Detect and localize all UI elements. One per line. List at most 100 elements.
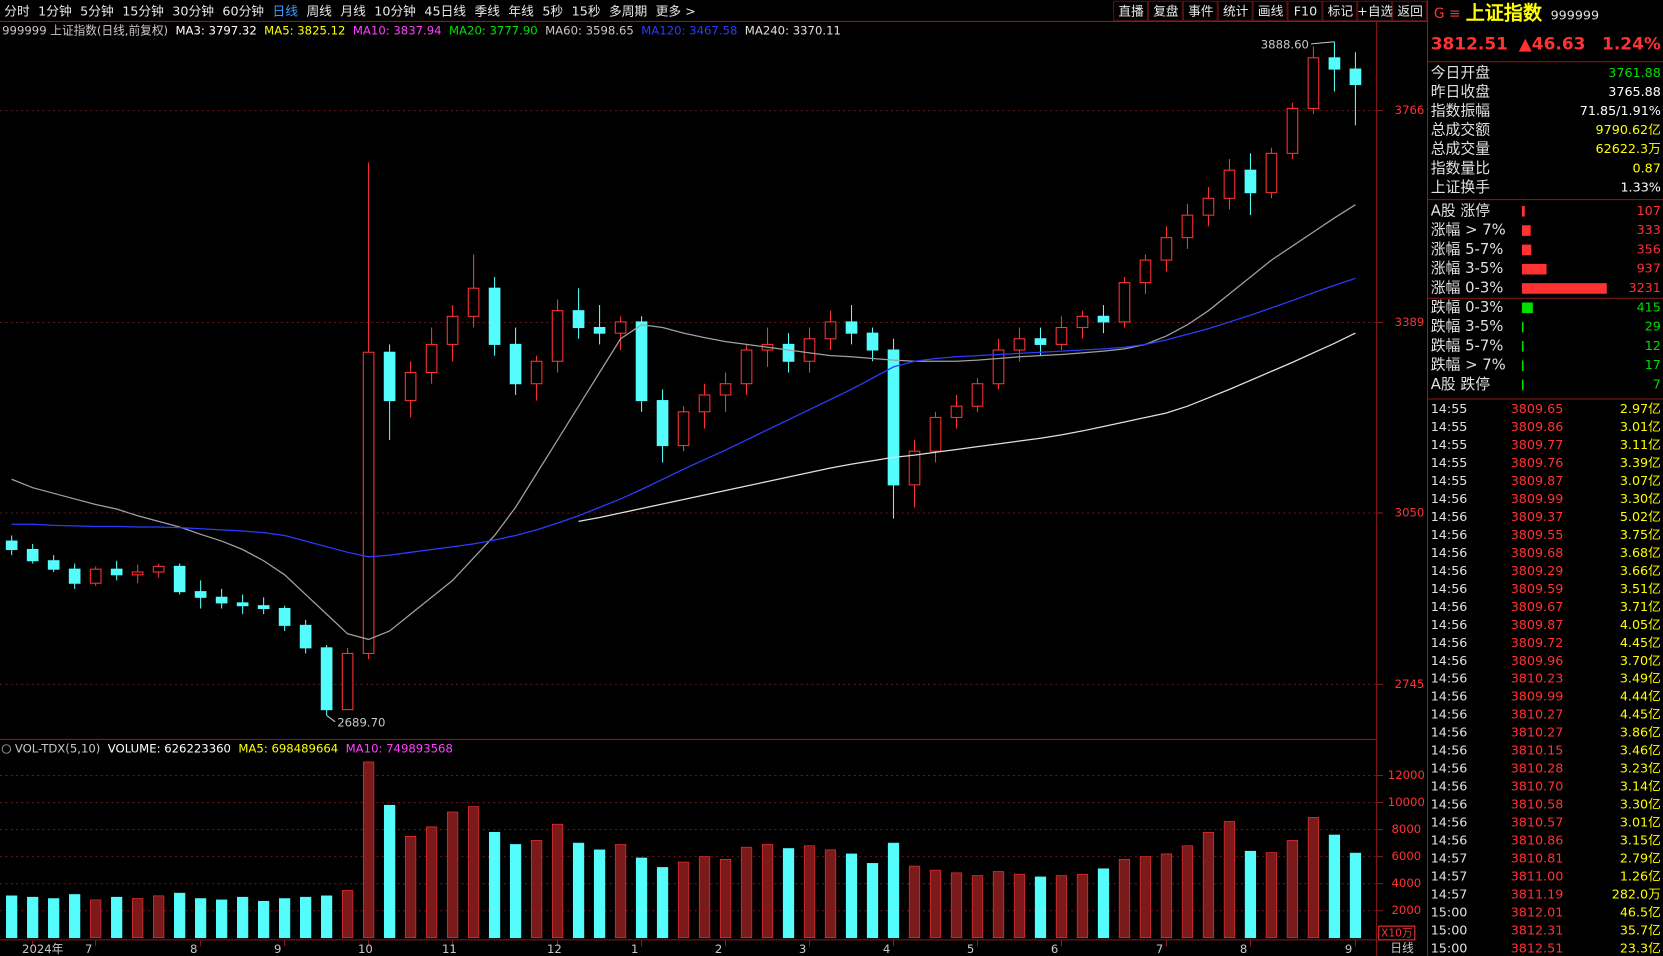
volume-bar	[551, 823, 564, 939]
toolbar-button-frame[interactable]	[1182, 0, 1218, 21]
tick-time: 14:55	[1431, 419, 1468, 434]
toolbar-button-frame[interactable]	[1357, 0, 1393, 21]
toolbar-tab[interactable]: 季线	[475, 3, 501, 18]
tick-time: 14:55	[1431, 437, 1468, 452]
y-tick-label: 2745	[1395, 677, 1425, 691]
toolbar-button-frame[interactable]	[1392, 0, 1428, 21]
volume-bar	[216, 899, 228, 939]
legend-item: VOL-TDX(5,10)	[15, 741, 101, 755]
ma-line	[11, 204, 1356, 641]
distribution-bar	[1521, 205, 1525, 217]
tick-amount: 4.44亿	[1620, 689, 1661, 704]
volume-bar	[950, 872, 963, 939]
indicator-icon[interactable]	[1, 744, 12, 754]
tick-time: 15:00	[1431, 940, 1468, 955]
tick-time: 14:56	[1431, 797, 1468, 812]
toolbar-tab[interactable]: 5分钟	[80, 3, 114, 18]
toolbar-button-frame[interactable]	[1147, 0, 1183, 21]
quote-percent: 1.24%	[1602, 34, 1661, 54]
distribution-bar	[1521, 225, 1531, 236]
tick-price: 3810.28	[1511, 761, 1564, 776]
toolbar-button[interactable]: F10	[1294, 3, 1318, 18]
volume-bar	[299, 896, 312, 939]
toolbar-button[interactable]: 直播	[1118, 3, 1144, 18]
volume-bar	[698, 856, 711, 939]
candle-body	[1244, 169, 1257, 194]
toolbar-button[interactable]: 画线	[1258, 3, 1284, 18]
toolbar-button[interactable]: +自选	[1357, 3, 1393, 18]
toolbar-tab[interactable]: 分时	[4, 3, 30, 18]
toolbar-tab[interactable]: 5秒	[542, 3, 563, 18]
volume-bar	[446, 811, 459, 939]
toolbar-tab[interactable]: 10分钟	[374, 3, 416, 18]
volume-bar	[320, 895, 333, 939]
volume-bar	[719, 859, 732, 939]
volume-bar	[425, 826, 438, 939]
candle-body	[530, 360, 543, 385]
toolbar-tab[interactable]: 多周期	[609, 3, 647, 18]
candle-body	[614, 321, 627, 334]
tick-price: 3809.37	[1511, 509, 1564, 524]
candle-body	[992, 349, 1005, 385]
toolbar-tab[interactable]: 15秒	[572, 3, 601, 18]
legend-item: MA10: 749893568	[346, 741, 453, 755]
volume-bar	[782, 848, 795, 939]
candle-body	[803, 338, 816, 362]
toolbar-button[interactable]: 事件	[1188, 3, 1214, 18]
candle-body	[866, 332, 879, 351]
toolbar-button-frame[interactable]	[1217, 0, 1253, 21]
stat-value: 3765.88	[1608, 84, 1661, 99]
toolbar-tab[interactable]: 15分钟	[122, 3, 164, 18]
volume-bar	[278, 898, 291, 939]
toolbar-button[interactable]: 复盘	[1153, 3, 1179, 18]
distribution-count: 7	[1653, 376, 1661, 391]
tick-price: 3809.96	[1511, 653, 1564, 668]
toolbar-button-frame[interactable]	[1287, 0, 1323, 21]
toolbar-button-frame[interactable]	[1252, 0, 1288, 21]
toolbar-tab[interactable]: 更多 >	[656, 3, 696, 18]
tick-amount: 3.11亿	[1620, 437, 1661, 452]
tick-time: 14:56	[1431, 689, 1468, 704]
tick-amount: 3.14亿	[1620, 779, 1661, 794]
volume-bar	[656, 867, 669, 939]
candle-body	[1160, 237, 1173, 261]
stat-value: 71.85/1.91%	[1580, 103, 1661, 118]
candle-body	[635, 321, 648, 402]
distribution-label: 跌幅 > 7%	[1431, 357, 1506, 374]
candle-body	[1034, 338, 1047, 345]
toolbar-tab[interactable]: 日线	[273, 3, 299, 18]
y-tick-label: 10000	[1388, 795, 1425, 809]
toolbar-tab[interactable]: 周线	[306, 3, 332, 18]
candle-body	[152, 565, 165, 573]
toolbar-tab[interactable]: 45日线	[424, 3, 466, 18]
candle-body	[698, 394, 711, 413]
tick-price: 3810.27	[1511, 725, 1564, 740]
volume-bar	[845, 853, 858, 939]
period-label: 日线	[1390, 941, 1414, 955]
toolbar-button-frame[interactable]	[1322, 0, 1358, 21]
x-tick-label: 12	[547, 942, 562, 956]
toolbar-tab[interactable]: 月线	[340, 3, 366, 18]
candle-body	[824, 321, 837, 340]
x-tick-label: 10	[358, 942, 373, 956]
volume-bar	[1097, 868, 1110, 939]
toolbar-button[interactable]: 标记	[1328, 3, 1354, 18]
y-tick-label: 12000	[1388, 768, 1425, 782]
distribution-count: 29	[1645, 319, 1661, 334]
tick-time: 14:56	[1431, 599, 1468, 614]
menu-icon[interactable]: G ≡	[1434, 6, 1461, 22]
candle-body	[299, 624, 312, 649]
candle-body	[173, 565, 186, 593]
toolbar-tab[interactable]: 年线	[508, 3, 534, 18]
tick-time: 14:56	[1431, 527, 1468, 542]
toolbar-tab[interactable]: 60分钟	[222, 3, 264, 18]
toolbar-button[interactable]: 返回	[1397, 3, 1422, 18]
candle-body	[1013, 338, 1026, 351]
toolbar-button[interactable]: 统计	[1223, 3, 1249, 18]
volume-bar	[258, 900, 270, 939]
max-label: 3888.60	[1261, 37, 1309, 51]
toolbar-tab[interactable]: 1分钟	[38, 3, 72, 18]
toolbar-tab[interactable]: 30分钟	[172, 3, 214, 18]
stat-value: 62622.3万	[1596, 141, 1661, 156]
toolbar-button-frame[interactable]	[1113, 0, 1148, 21]
